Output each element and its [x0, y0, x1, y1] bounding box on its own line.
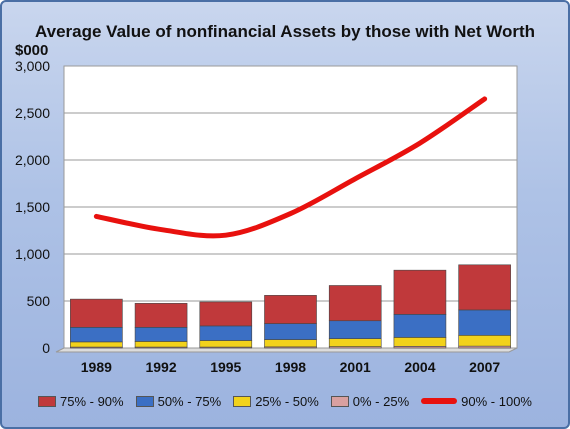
bar-segment: [328, 338, 382, 347]
legend-label: 90% - 100%: [461, 393, 532, 409]
legend-color-swatch: [233, 395, 252, 407]
chart-title: Average Value of nonfinancial Assets by …: [34, 22, 536, 41]
bar-segment: [264, 323, 317, 340]
x-tick-label: 2007: [469, 359, 500, 375]
bar-segment: [328, 285, 382, 322]
plot-floor: [55, 347, 518, 353]
x-tick-label: 2001: [340, 359, 371, 375]
bar-segment: [393, 314, 447, 338]
legend-color-swatch: [330, 395, 349, 407]
x-tick-label: 2004: [404, 359, 435, 375]
y-tick-label: 1,500: [15, 199, 50, 215]
legend-color-swatch: [135, 395, 154, 407]
legend-item: 0% - 25%: [330, 393, 410, 409]
chart-legend: 75% - 90% 50% - 75% 25% - 50% 0% - 25% 90% -…: [2, 391, 568, 411]
y-tick-label: 0: [42, 340, 50, 356]
x-tick-label: 1992: [145, 359, 176, 375]
x-tick-label: 1989: [81, 359, 112, 375]
x-tick-label: 1998: [275, 359, 306, 375]
legend-item: 25% - 50%: [233, 394, 319, 409]
bar-segment: [199, 301, 253, 327]
bar-segment: [458, 309, 511, 336]
bar-segment: [134, 341, 188, 348]
legend-item: 75% - 90%: [38, 394, 124, 409]
legend-line-swatch: [421, 398, 458, 404]
bar-segment: [393, 337, 447, 347]
bar-segment: [264, 339, 317, 348]
legend-label: 0% - 25%: [352, 393, 410, 409]
legend-item: 90% - 100%: [421, 394, 532, 409]
y-tick-label: 2,500: [15, 105, 50, 121]
legend-item: 50% - 75%: [135, 393, 222, 409]
bar-segment: [328, 320, 382, 339]
bar-segment: [264, 295, 317, 324]
y-tick-label: 500: [27, 293, 51, 309]
bar-segment: [70, 298, 123, 328]
legend-color-swatch: [38, 395, 56, 407]
legend-label: 75% - 90%: [60, 393, 124, 409]
bar-segment: [458, 335, 511, 347]
bar-segment: [199, 325, 253, 341]
bar-segment: [199, 340, 253, 348]
y-tick-label: 1,000: [15, 246, 50, 262]
bar-segment: [393, 269, 447, 315]
bar-segment: [134, 303, 188, 328]
y-tick-label: 3,000: [15, 58, 50, 74]
bar-segment: [134, 327, 188, 342]
legend-label: 50% - 75%: [157, 393, 222, 409]
x-tick-label: 1995: [210, 359, 241, 375]
y-tick-label: 2,000: [15, 152, 50, 168]
line-series-90-100: [93, 96, 488, 239]
bar-segment: [458, 264, 511, 311]
legend-label: 25% - 50%: [255, 393, 319, 409]
bar-segment: [70, 327, 123, 343]
bar-segment: [70, 341, 123, 348]
y-axis-unit: $000: [15, 42, 49, 59]
